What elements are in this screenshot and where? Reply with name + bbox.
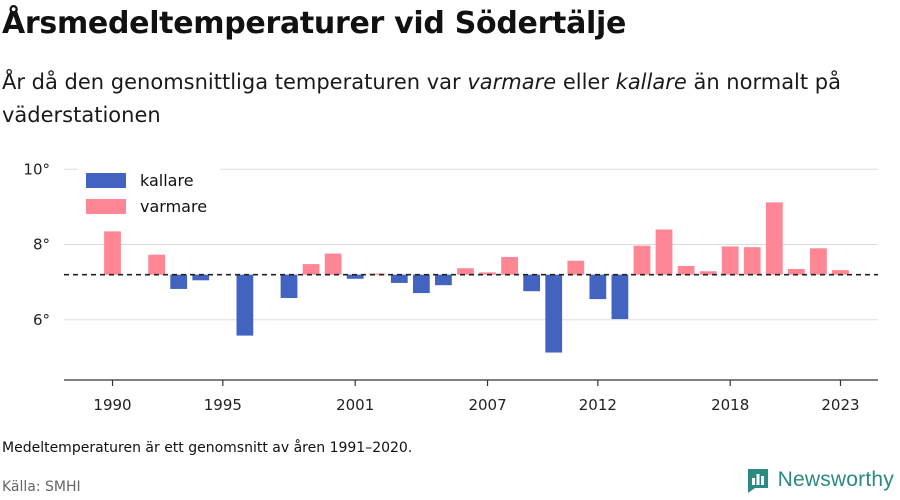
bar-varmare: [832, 270, 849, 275]
bar-varmare: [479, 272, 496, 275]
bar-kallare: [280, 274, 298, 298]
brand: Newsworthy: [746, 466, 894, 494]
bar-varmare: [302, 264, 320, 275]
bar-varmare: [810, 248, 827, 275]
x-tick-label: 2007: [468, 396, 506, 414]
subtitle-part-middle: eller: [556, 70, 616, 94]
bar-varmare: [633, 245, 651, 275]
brand-name: Newsworthy: [777, 468, 894, 491]
chart-title: Årsmedeltemperaturer vid Södertälje: [2, 6, 627, 41]
bars: [104, 202, 849, 353]
bar-varmare: [743, 247, 761, 275]
bar-kallare: [170, 274, 188, 289]
x-tick-label: 1995: [204, 396, 242, 414]
source-credit: Källa: SMHI: [2, 479, 81, 495]
bar-varmare: [324, 253, 342, 275]
bar-varmare: [787, 269, 805, 275]
newsworthy-logo-icon: [747, 469, 768, 493]
x-tick-label: 2012: [579, 396, 617, 414]
subtitle-cold-word: kallare: [615, 70, 687, 94]
bar-kallare: [589, 274, 607, 300]
bar-varmare: [699, 271, 717, 275]
legend-swatch-varmare: [86, 199, 126, 214]
legend-label-varmare: varmare: [140, 197, 207, 216]
subtitle-part-before: År då den genomsnittliga temperaturen va…: [2, 70, 468, 94]
bar-kallare: [192, 274, 210, 281]
footnote: Medeltemperaturen är ett genomsnitt av å…: [2, 440, 413, 456]
bar-varmare: [677, 265, 695, 275]
bar-kallare: [435, 274, 452, 286]
bar-kallare: [611, 274, 629, 320]
x-tick-label: 2023: [821, 396, 859, 414]
bar-varmare: [501, 256, 518, 275]
x-tick-label: 2018: [711, 396, 749, 414]
bar-varmare: [368, 273, 386, 275]
subtitle-part-after: än normalt på väderstationen: [2, 70, 841, 127]
bar-varmare: [148, 254, 166, 275]
legend-label-kallare: kallare: [140, 171, 194, 190]
temperature-bar-chart: 6° 8° 10° 1990 1995 2001 2007 2012 2018 2023 kall…: [23, 160, 878, 414]
bar-kallare: [390, 274, 408, 283]
x-tick-label: 1990: [93, 396, 131, 414]
legend: kallare varmare: [78, 164, 220, 224]
x-tick-label: 2001: [336, 396, 374, 414]
bar-kallare: [236, 274, 254, 336]
bar-varmare: [567, 260, 585, 275]
y-tick-label: 6°: [33, 311, 50, 329]
bar-kallare: [412, 274, 430, 294]
bar-kallare: [523, 274, 541, 292]
y-tick-label: 10°: [23, 160, 50, 178]
y-tick-label: 8°: [33, 236, 50, 254]
chart-subtitle: År då den genomsnittliga temperaturen va…: [2, 66, 882, 132]
axes: 6° 8° 10° 1990 1995 2001 2007 2012 2018 2023: [23, 160, 878, 414]
bar-varmare: [457, 268, 474, 275]
subtitle-warm-word: varmare: [467, 70, 557, 94]
bar-varmare: [721, 246, 739, 275]
bar-kallare: [346, 274, 364, 279]
bar-varmare: [104, 231, 121, 275]
bar-kallare: [545, 274, 563, 353]
bar-varmare: [655, 229, 673, 275]
legend-swatch-kallare: [86, 173, 126, 188]
bar-varmare: [765, 202, 783, 275]
